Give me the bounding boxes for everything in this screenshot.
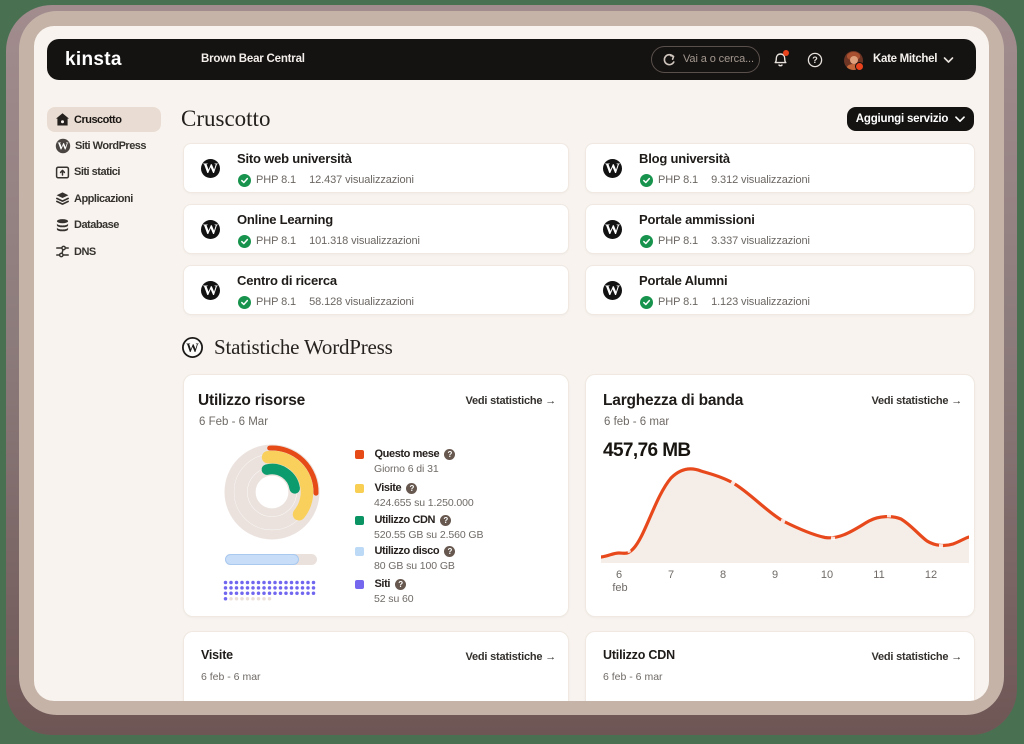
svg-text:?: ? (812, 55, 818, 65)
svg-text:W: W (186, 341, 199, 355)
svg-text:W: W (58, 140, 69, 152)
